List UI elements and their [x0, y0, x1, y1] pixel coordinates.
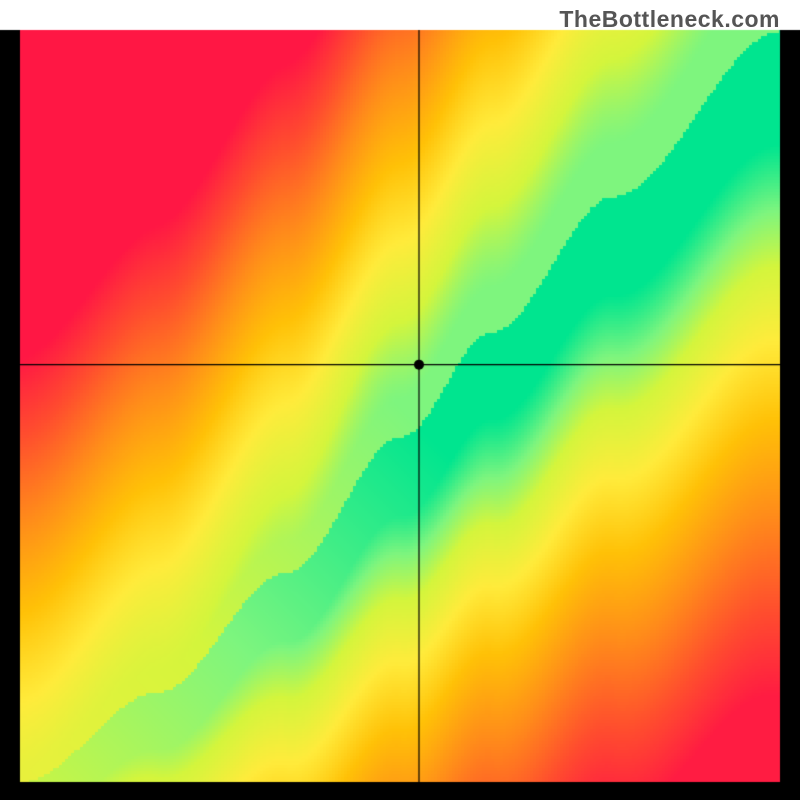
watermark-text: TheBottleneck.com [559, 6, 780, 33]
heatmap-canvas [0, 0, 800, 800]
bottleneck-chart: TheBottleneck.com [0, 0, 800, 800]
